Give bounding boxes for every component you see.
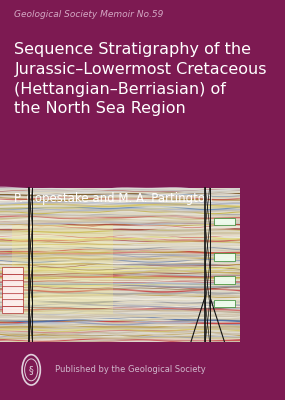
Bar <box>214 300 235 307</box>
Bar <box>214 253 235 260</box>
Bar <box>2 286 23 294</box>
Bar <box>214 276 235 284</box>
Bar <box>2 280 23 288</box>
Bar <box>0 342 240 400</box>
Text: §: § <box>29 365 34 375</box>
Bar <box>2 274 23 281</box>
Text: Published by the Geological Society: Published by the Geological Society <box>55 365 206 374</box>
Text: Geological Society Memoir No.59: Geological Society Memoir No.59 <box>15 10 164 19</box>
Bar <box>2 299 23 306</box>
Text: P. Copestake and M. A. Partington: P. Copestake and M. A. Partington <box>15 192 213 205</box>
Bar <box>12 225 113 314</box>
Bar <box>0 188 240 342</box>
Bar <box>2 267 23 274</box>
Bar <box>214 218 235 225</box>
Text: Sequence Stratigraphy of the
Jurassic–Lowermost Cretaceous
(Hettangian–Berriasia: Sequence Stratigraphy of the Jurassic–Lo… <box>15 42 267 116</box>
Bar <box>2 292 23 300</box>
Bar <box>2 306 23 313</box>
